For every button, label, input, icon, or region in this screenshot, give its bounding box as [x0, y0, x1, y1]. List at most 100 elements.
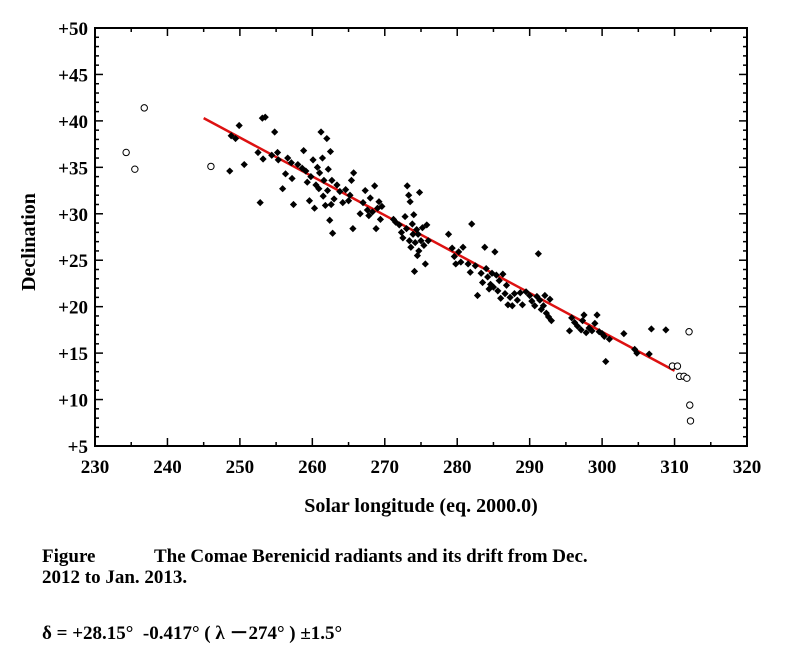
data-point [310, 204, 319, 212]
data-point [444, 230, 453, 238]
data-point [471, 262, 479, 270]
data-point [365, 212, 373, 220]
data-point [411, 238, 419, 247]
data-point [403, 182, 411, 190]
data-point [402, 225, 411, 233]
data-point [510, 290, 519, 298]
data-point [408, 220, 416, 228]
data-point [577, 326, 585, 334]
data-point [361, 186, 369, 195]
data-point [274, 156, 282, 164]
data-point [318, 154, 327, 162]
y-tick-label: +5 [68, 437, 88, 458]
scatter-chart: 230 240 250 260 270 280 290 300 310 320 +5+10+15+… [18, 19, 762, 517]
data-point [452, 260, 460, 268]
data-point [313, 163, 322, 171]
data-point [273, 148, 282, 157]
data-point [580, 311, 588, 319]
data-point [254, 148, 262, 157]
data-point [568, 314, 576, 322]
data-point [518, 301, 527, 309]
y-tick-label: +35 [58, 158, 88, 179]
data-point [464, 260, 472, 268]
y-tick-label: +20 [58, 298, 88, 319]
data-point [414, 230, 422, 238]
data-point [350, 169, 358, 177]
data-point [261, 113, 269, 121]
data-point [268, 151, 276, 159]
data-point [495, 277, 503, 285]
data-point [324, 165, 332, 173]
data-point [459, 243, 467, 251]
x-tick-label: 260 [298, 457, 327, 478]
data-point [378, 202, 386, 210]
data-point [397, 228, 406, 236]
data-point [546, 295, 554, 303]
data-point [522, 288, 530, 296]
data-point [455, 248, 463, 256]
data-point [226, 167, 234, 175]
data-point [528, 297, 536, 305]
data-point [413, 251, 421, 260]
data-point [620, 330, 628, 338]
data-point [486, 280, 495, 288]
y-tick-labels: +5 +10 +15 +20 +25 +30 +35 +40 +45 +50 [58, 19, 88, 458]
data-point [647, 325, 655, 333]
x-tick-labels: 230 240 250 260 270 280 290 300 310 320 [81, 457, 762, 478]
data-point [582, 329, 590, 337]
data-point [309, 156, 317, 164]
data-points [122, 104, 695, 425]
data-point [457, 258, 465, 266]
data-point [591, 319, 599, 327]
open-point [683, 374, 691, 382]
data-point [307, 173, 315, 181]
caption-line-2: 2012 to Jan. 2013. [42, 567, 188, 588]
data-point [547, 317, 555, 325]
data-point [405, 191, 413, 199]
data-point [473, 291, 482, 300]
x-tick-label: 300 [588, 457, 617, 478]
x-tick-label: 230 [81, 457, 110, 478]
x-tick-label: 270 [371, 457, 400, 478]
data-point [410, 267, 419, 275]
data-point [315, 169, 324, 177]
data-point [235, 121, 243, 130]
data-point [413, 225, 421, 234]
data-point [541, 291, 549, 300]
data-point [333, 181, 341, 189]
regression-formula: δ = +28.15° -0.417° ( λ －274° ) ±1.5° [42, 623, 343, 644]
data-point [593, 311, 601, 319]
data-point [366, 194, 374, 202]
y-axis-title: Declination [18, 193, 40, 291]
caption-line-1: The Comae Berenicid radiants and its dri… [154, 546, 588, 567]
x-tick-label: 320 [733, 457, 762, 478]
data-point [585, 324, 593, 332]
data-point [319, 192, 327, 200]
data-point [305, 197, 314, 205]
y-tick-label: +15 [58, 344, 88, 365]
data-point [605, 335, 613, 343]
x-axis-title: Solar longitude (eq. 2000.0) [304, 495, 538, 517]
data-point [484, 273, 492, 281]
data-point [513, 296, 521, 304]
y-tick-label: +40 [58, 112, 88, 133]
data-point [488, 269, 496, 277]
data-point [481, 243, 489, 251]
x-tick-label: 280 [443, 457, 472, 478]
data-point [544, 313, 553, 321]
data-point [424, 237, 432, 245]
data-point [506, 293, 514, 301]
data-point [502, 281, 511, 289]
data-point [347, 176, 356, 184]
data-point [279, 185, 287, 193]
data-point [578, 317, 587, 325]
data-point [421, 260, 429, 268]
open-point [686, 417, 695, 425]
data-point [409, 230, 417, 238]
open-point [140, 104, 148, 112]
data-point [406, 198, 414, 206]
data-point [494, 287, 502, 295]
data-point [539, 302, 548, 310]
data-point [356, 210, 364, 218]
data-point [259, 155, 267, 163]
